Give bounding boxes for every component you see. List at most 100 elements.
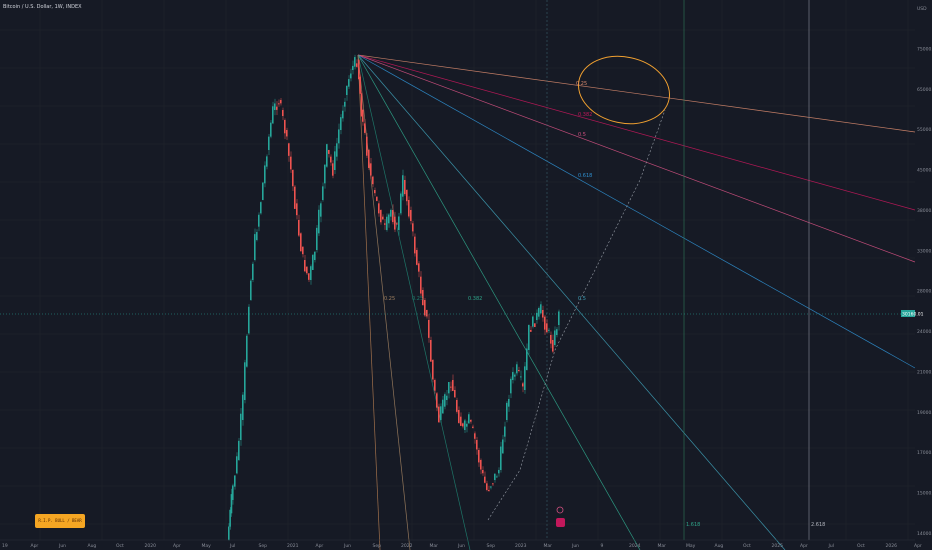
marker-label: 2.618 bbox=[811, 522, 825, 528]
candle-body bbox=[466, 423, 468, 427]
fib-level-label: 0.25 bbox=[412, 296, 423, 302]
candle-body bbox=[330, 156, 332, 163]
candle-body bbox=[554, 330, 556, 345]
candle-body bbox=[448, 382, 450, 394]
candle-body bbox=[342, 110, 344, 119]
x-tick-label: Jun bbox=[571, 543, 579, 549]
x-tick-label: Aug bbox=[88, 543, 97, 549]
y-tick-label: 24000.00 bbox=[917, 329, 932, 335]
annotations: 0.25 0.382 0.5 0.618 0.5 0.382 0.25 0.25 1.618 2.… bbox=[0, 48, 915, 528]
candle-body bbox=[290, 156, 292, 170]
candle-body bbox=[414, 236, 416, 254]
candle-body bbox=[320, 203, 322, 217]
candle-body bbox=[532, 316, 534, 327]
candle-body bbox=[488, 490, 490, 491]
candle-body bbox=[378, 203, 380, 214]
projection-path bbox=[487, 109, 666, 521]
marker-label: 1.618 bbox=[686, 522, 700, 528]
candle-body bbox=[258, 214, 260, 227]
candle-body bbox=[404, 180, 406, 195]
fib-level-label: 0.5 bbox=[578, 132, 586, 138]
fan-line bbox=[357, 54, 916, 133]
candle-body bbox=[254, 234, 256, 260]
candle-body bbox=[476, 440, 478, 450]
candle-body bbox=[352, 65, 354, 70]
candle-body bbox=[314, 251, 316, 260]
candle-body bbox=[326, 144, 328, 167]
candle-body bbox=[322, 186, 324, 200]
candle-body bbox=[278, 103, 280, 105]
candle-body bbox=[544, 316, 546, 330]
y-tick-label: 15000.00 bbox=[917, 491, 932, 497]
x-tick-label: Jul bbox=[229, 543, 235, 549]
candle-body bbox=[462, 423, 464, 427]
x-tick-label: Jun bbox=[343, 543, 351, 549]
candle-body bbox=[500, 446, 502, 470]
candle-body bbox=[238, 440, 240, 460]
candle-body bbox=[274, 103, 276, 110]
candle-body bbox=[370, 163, 372, 176]
candle-body bbox=[368, 150, 370, 168]
candle-body bbox=[384, 223, 386, 225]
candle-body bbox=[354, 57, 356, 67]
candle-body bbox=[530, 330, 532, 332]
candle-body bbox=[382, 216, 384, 220]
candle-body bbox=[548, 329, 550, 331]
x-tick-label: Oct bbox=[743, 543, 751, 549]
candle-body bbox=[386, 216, 388, 230]
candle-body bbox=[396, 223, 398, 225]
candle-body bbox=[400, 193, 402, 214]
target-ellipse[interactable] bbox=[572, 48, 676, 132]
y-tick-label: 14000.00 bbox=[917, 531, 932, 537]
candle-body bbox=[428, 320, 430, 338]
fan-line bbox=[357, 54, 786, 550]
candle-body bbox=[460, 416, 462, 426]
x-tick-label: 2023 bbox=[515, 543, 527, 549]
candle-body bbox=[458, 410, 460, 423]
candle-body bbox=[300, 233, 302, 252]
fib-fan bbox=[357, 0, 916, 550]
x-tick-label: May bbox=[686, 543, 696, 549]
candle-body bbox=[232, 485, 234, 500]
candle-body bbox=[260, 202, 262, 214]
y-tick-label: USD bbox=[917, 6, 927, 12]
candle-body bbox=[442, 399, 444, 414]
candle-body bbox=[364, 123, 366, 133]
event-marker[interactable] bbox=[556, 518, 565, 527]
y-axis: USD 75000.00 65000.00 55000.00 45000.00 38000… bbox=[901, 0, 932, 550]
candle-body bbox=[298, 220, 300, 236]
candle-body bbox=[474, 433, 476, 439]
candle-body bbox=[470, 420, 472, 422]
candle-body bbox=[492, 483, 494, 485]
candle-body bbox=[490, 486, 492, 488]
candle-body bbox=[542, 310, 544, 318]
candle-body bbox=[410, 210, 412, 222]
candle-body bbox=[366, 136, 368, 156]
y-tick-label: 38000.00 bbox=[917, 208, 932, 214]
candle-body bbox=[412, 223, 414, 232]
x-tick-label: Mar bbox=[430, 543, 439, 549]
current-price-tag bbox=[901, 310, 915, 317]
candle-body bbox=[334, 151, 336, 170]
candle-body bbox=[288, 143, 290, 156]
y-tick-label: 28000.00 bbox=[917, 289, 932, 295]
candles bbox=[228, 54, 560, 541]
candle-body bbox=[328, 150, 330, 154]
y-tick-label: 17000.00 bbox=[917, 450, 932, 456]
candle-body bbox=[526, 348, 528, 370]
candle-body bbox=[432, 360, 434, 380]
y-tick-label: 21000.00 bbox=[917, 369, 932, 375]
bull-bear-badge[interactable]: R.I.P. BULL / BEAR bbox=[35, 514, 85, 528]
x-tick-label: Apr bbox=[316, 543, 324, 549]
candle-body bbox=[558, 311, 560, 325]
candle-body bbox=[416, 250, 418, 265]
fib-level-label: 0.5 bbox=[578, 296, 586, 302]
candle-body bbox=[362, 110, 364, 122]
event-marker[interactable] bbox=[556, 506, 564, 514]
candle-body bbox=[292, 170, 294, 187]
candle-body bbox=[506, 402, 508, 420]
candle-body bbox=[522, 383, 524, 387]
candle-body bbox=[390, 209, 392, 217]
